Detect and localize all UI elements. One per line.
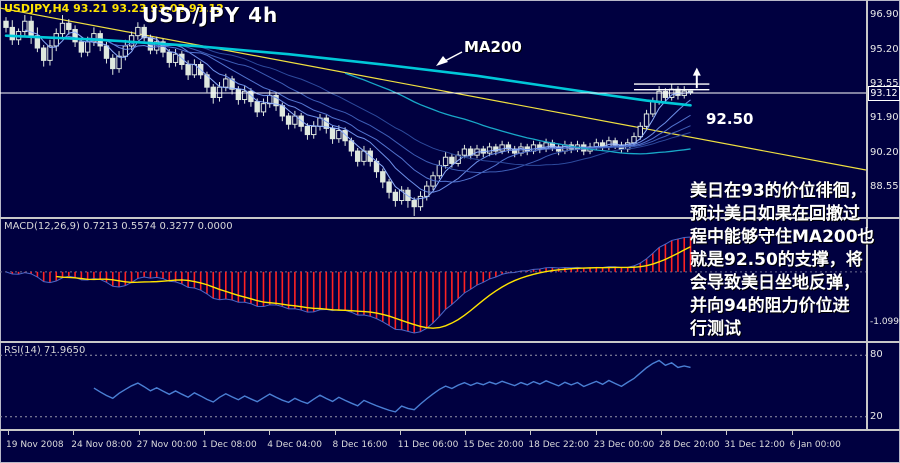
time-axis-tick	[530, 431, 532, 435]
current-price-value: 93.12	[870, 88, 898, 99]
time-axis-tick	[138, 431, 140, 435]
time-axis-tick	[269, 431, 271, 435]
price-axis-label: 93.55	[870, 78, 899, 90]
price-axis-label: 95.20	[870, 44, 899, 56]
time-axis-tick	[8, 431, 9, 435]
price-axis-label: 90.20	[870, 147, 899, 159]
macd-panel-splitter[interactable]	[0, 217, 900, 219]
time-axis-divider	[0, 429, 900, 431]
time-axis-label: 28 Dec 20:00	[659, 440, 720, 450]
symbol-ohlc-text: USDJPY,H4 93.21 93.23 93.03 93.12	[4, 2, 224, 15]
time-axis-label: 11 Dec 06:00	[397, 440, 459, 450]
time-axis-label: 4 Dec 04:00	[267, 440, 322, 450]
time-axis-tick	[203, 431, 205, 435]
time-axis-tick	[726, 431, 728, 435]
macd-indicator-label: MACD(12,26,9) 0.7213 0.5574 0.3277 0.000…	[4, 221, 233, 232]
rsi-panel-splitter[interactable]	[0, 341, 900, 343]
time-axis-label: 24 Nov 08:00	[71, 440, 132, 450]
time-axis-tick	[73, 431, 75, 435]
rsi-level-label: 80	[870, 349, 883, 361]
chart-title: USD/JPY 4h	[142, 3, 279, 27]
time-axis-tick	[595, 431, 597, 435]
price-axis-label: 91.90	[870, 112, 899, 124]
price-axis-label: 96.90	[870, 9, 899, 21]
ma200-label: MA200	[464, 38, 522, 56]
time-axis-label: 6 Jan 00:00	[789, 440, 841, 450]
rsi-level-label: 20	[870, 410, 883, 422]
time-axis[interactable]: 19 Nov 2008 24 Nov 08:00 27 Nov 00:00 1 Dec…	[0, 431, 900, 463]
time-axis-label: 23 Dec 00:00	[593, 440, 655, 450]
time-axis-tick	[399, 431, 401, 435]
time-axis-label: 8 Dec 16:00	[332, 440, 388, 450]
time-axis-label: 1 Dec 08:00	[201, 440, 257, 450]
time-axis-tick	[661, 431, 662, 435]
time-axis-tick	[791, 431, 793, 435]
time-axis-tick	[334, 431, 336, 435]
rsi-indicator-label: RSI(14) 71.9650	[4, 345, 86, 356]
time-axis-label: 19 Nov 2008	[6, 440, 64, 450]
time-axis-label: 31 Dec 12:00	[724, 440, 785, 450]
price-axis-label: 88.55	[870, 181, 899, 193]
time-axis-label: 27 Nov 00:00	[136, 440, 198, 450]
time-axis-label: 15 Dec 20:00	[463, 440, 524, 450]
time-axis-label: 18 Dec 22:00	[528, 440, 589, 450]
analysis-annotation: 美日在93的价位徘徊， 预计美日如果在回撤过 程中能够守住MA200也 就是92…	[690, 181, 875, 339]
price-axis-divider	[866, 0, 868, 431]
macd-canvas[interactable]	[0, 219, 866, 341]
support-level-label: 92.50	[706, 110, 754, 128]
time-axis-tick	[465, 431, 467, 435]
rsi-canvas[interactable]	[0, 343, 866, 429]
price-chart-canvas[interactable]	[0, 0, 866, 217]
